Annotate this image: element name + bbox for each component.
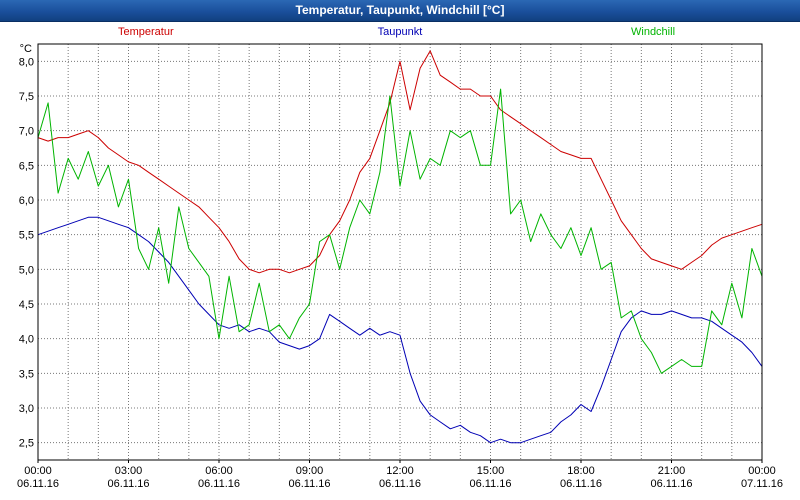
y-tick-label: 5,5 [19,230,34,242]
y-tick-label: 6,5 [19,160,34,172]
x-tick-date-label: 06.11.16 [107,478,149,490]
series-line-windchill [37,88,763,374]
x-tick-time-label: 18:00 [567,465,595,477]
window-titlebar: Temperatur, Taupunkt, Windchill [°C] [0,0,800,22]
x-tick-date-label: 06.11.16 [288,478,330,490]
x-tick-date-label: 06.11.16 [17,478,59,490]
x-tick-date-label: 06.11.16 [198,478,240,490]
x-axis-labels: 00:0006.11.1603:0006.11.1606:0006.11.160… [17,460,783,490]
x-tick-time-label: 15:00 [477,465,505,477]
x-tick-time-label: 03:00 [115,465,143,477]
x-tick-time-label: 00:00 [24,465,52,477]
y-tick-label: 2,5 [19,438,34,450]
window-title: Temperatur, Taupunkt, Windchill [°C] [295,3,505,17]
plot-border [37,43,763,461]
series-line-taupunkt [37,216,763,444]
series-line-temperatur [37,50,763,274]
y-axis-unit-label: °C [20,43,32,55]
legend-windchill: Windchill [631,26,676,38]
y-tick-label: 6,0 [19,195,34,207]
legend-temperatur: Temperatur [118,26,174,38]
y-axis-labels: 2,5 3,0 3,5 4,0 4,5 5,0 5,5 6,0 6,5 7,0 7,5 8,0°C [19,43,34,450]
y-tick-label: 7,5 [19,91,34,103]
x-tick-date-label: 06.11.16 [469,478,511,490]
x-tick-time-label: 09:00 [296,465,324,477]
y-tick-label: 5,0 [19,264,34,276]
y-tick-label: 8,0 [19,56,34,68]
x-tick-date-label: 06.11.16 [650,478,692,490]
x-tick-time-label: 21:00 [658,465,686,477]
x-tick-date-label: 06.11.16 [379,478,421,490]
x-tick-time-label: 00:00 [748,465,776,477]
x-tick-time-label: 06:00 [205,465,233,477]
y-tick-label: 7,0 [19,126,34,138]
x-tick-date-label: 06.11.16 [560,478,602,490]
y-tick-label: 3,0 [19,403,34,415]
grid-lines [38,44,762,460]
line-chart: 2,5 3,0 3,5 4,0 4,5 5,0 5,5 6,0 6,5 7,0 7,5 8,0°C 00… [17,43,783,490]
y-tick-label: 3,5 [19,368,34,380]
legend-taupunkt: Taupunkt [377,26,423,38]
y-tick-label: 4,5 [19,299,34,311]
x-tick-date-label: 07.11.16 [741,478,783,490]
y-tick-label: 4,0 [19,334,34,346]
x-tick-time-label: 12:00 [386,465,414,477]
